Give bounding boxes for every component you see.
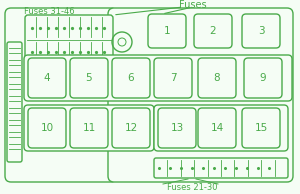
FancyBboxPatch shape: [108, 8, 293, 182]
FancyBboxPatch shape: [154, 58, 192, 98]
Text: 12: 12: [124, 123, 138, 133]
FancyBboxPatch shape: [70, 58, 108, 98]
FancyBboxPatch shape: [112, 108, 150, 148]
FancyBboxPatch shape: [7, 42, 22, 162]
FancyBboxPatch shape: [24, 105, 154, 151]
FancyBboxPatch shape: [198, 58, 236, 98]
Text: 6: 6: [128, 73, 134, 83]
FancyBboxPatch shape: [24, 55, 292, 101]
FancyBboxPatch shape: [242, 108, 280, 148]
FancyBboxPatch shape: [112, 58, 150, 98]
Text: Fuses 21-30: Fuses 21-30: [167, 183, 217, 191]
FancyBboxPatch shape: [28, 58, 66, 98]
Text: 4: 4: [44, 73, 50, 83]
Text: 8: 8: [214, 73, 220, 83]
Text: Fuses 31-46: Fuses 31-46: [24, 7, 75, 16]
FancyBboxPatch shape: [154, 158, 288, 178]
Text: 3: 3: [258, 26, 264, 36]
FancyBboxPatch shape: [5, 8, 117, 182]
FancyBboxPatch shape: [148, 14, 186, 48]
FancyBboxPatch shape: [244, 58, 282, 98]
Text: 7: 7: [170, 73, 176, 83]
Text: 13: 13: [170, 123, 184, 133]
Text: 2: 2: [210, 26, 216, 36]
FancyBboxPatch shape: [70, 108, 108, 148]
FancyBboxPatch shape: [28, 108, 66, 148]
FancyBboxPatch shape: [158, 108, 196, 148]
FancyBboxPatch shape: [154, 105, 288, 151]
Text: 9: 9: [260, 73, 266, 83]
Text: 5: 5: [86, 73, 92, 83]
FancyBboxPatch shape: [198, 108, 236, 148]
Text: 10: 10: [40, 123, 54, 133]
Text: Fuses: Fuses: [179, 0, 207, 10]
Text: 11: 11: [82, 123, 96, 133]
Text: 15: 15: [254, 123, 268, 133]
Text: 14: 14: [210, 123, 224, 133]
FancyBboxPatch shape: [25, 15, 113, 65]
FancyBboxPatch shape: [242, 14, 280, 48]
Text: 1: 1: [164, 26, 170, 36]
FancyBboxPatch shape: [194, 14, 232, 48]
